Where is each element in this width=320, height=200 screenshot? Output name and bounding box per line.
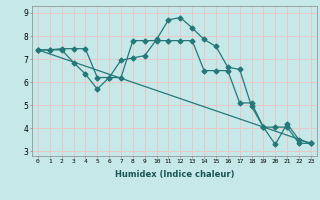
X-axis label: Humidex (Indice chaleur): Humidex (Indice chaleur) bbox=[115, 170, 234, 179]
